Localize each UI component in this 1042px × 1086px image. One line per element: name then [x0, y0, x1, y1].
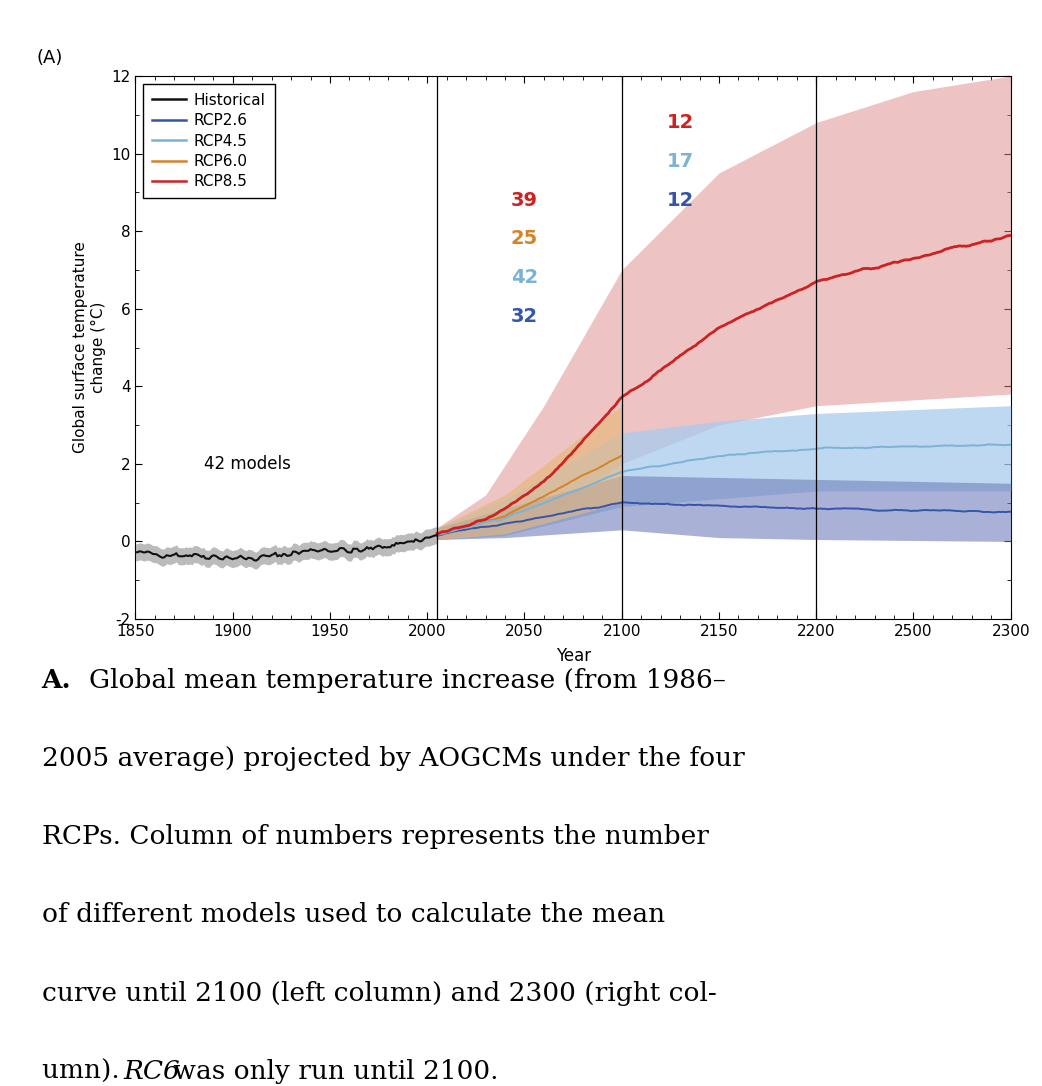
Text: Global mean temperature increase (from 1986–: Global mean temperature increase (from 1…	[89, 668, 725, 693]
Text: curve until 2100 (left column) and 2300 (right col-: curve until 2100 (left column) and 2300 …	[42, 981, 717, 1006]
Text: 39: 39	[511, 191, 538, 210]
Text: umn).: umn).	[42, 1059, 128, 1084]
Text: 25: 25	[511, 229, 538, 249]
Y-axis label: Global surface temperature
change (°C): Global surface temperature change (°C)	[73, 241, 106, 454]
Text: was only run until 2100.: was only run until 2100.	[165, 1059, 498, 1084]
Text: 42 models: 42 models	[203, 455, 291, 472]
Text: 12: 12	[667, 191, 694, 210]
Text: RCPs. Column of numbers represents the number: RCPs. Column of numbers represents the n…	[42, 824, 709, 849]
Text: 32: 32	[511, 307, 538, 326]
Text: A.: A.	[42, 668, 71, 693]
Text: RC6: RC6	[123, 1059, 179, 1084]
X-axis label: Year: Year	[555, 647, 591, 666]
Legend: Historical, RCP2.6, RCP4.5, RCP6.0, RCP8.5: Historical, RCP2.6, RCP4.5, RCP6.0, RCP8…	[143, 84, 274, 199]
Text: 12: 12	[667, 113, 694, 132]
Text: 2005 average) projected by AOGCMs under the four: 2005 average) projected by AOGCMs under …	[42, 746, 744, 771]
Text: 42: 42	[511, 268, 538, 287]
Text: 17: 17	[667, 152, 694, 171]
Text: (A): (A)	[36, 49, 63, 67]
Text: of different models used to calculate the mean: of different models used to calculate th…	[42, 902, 665, 927]
